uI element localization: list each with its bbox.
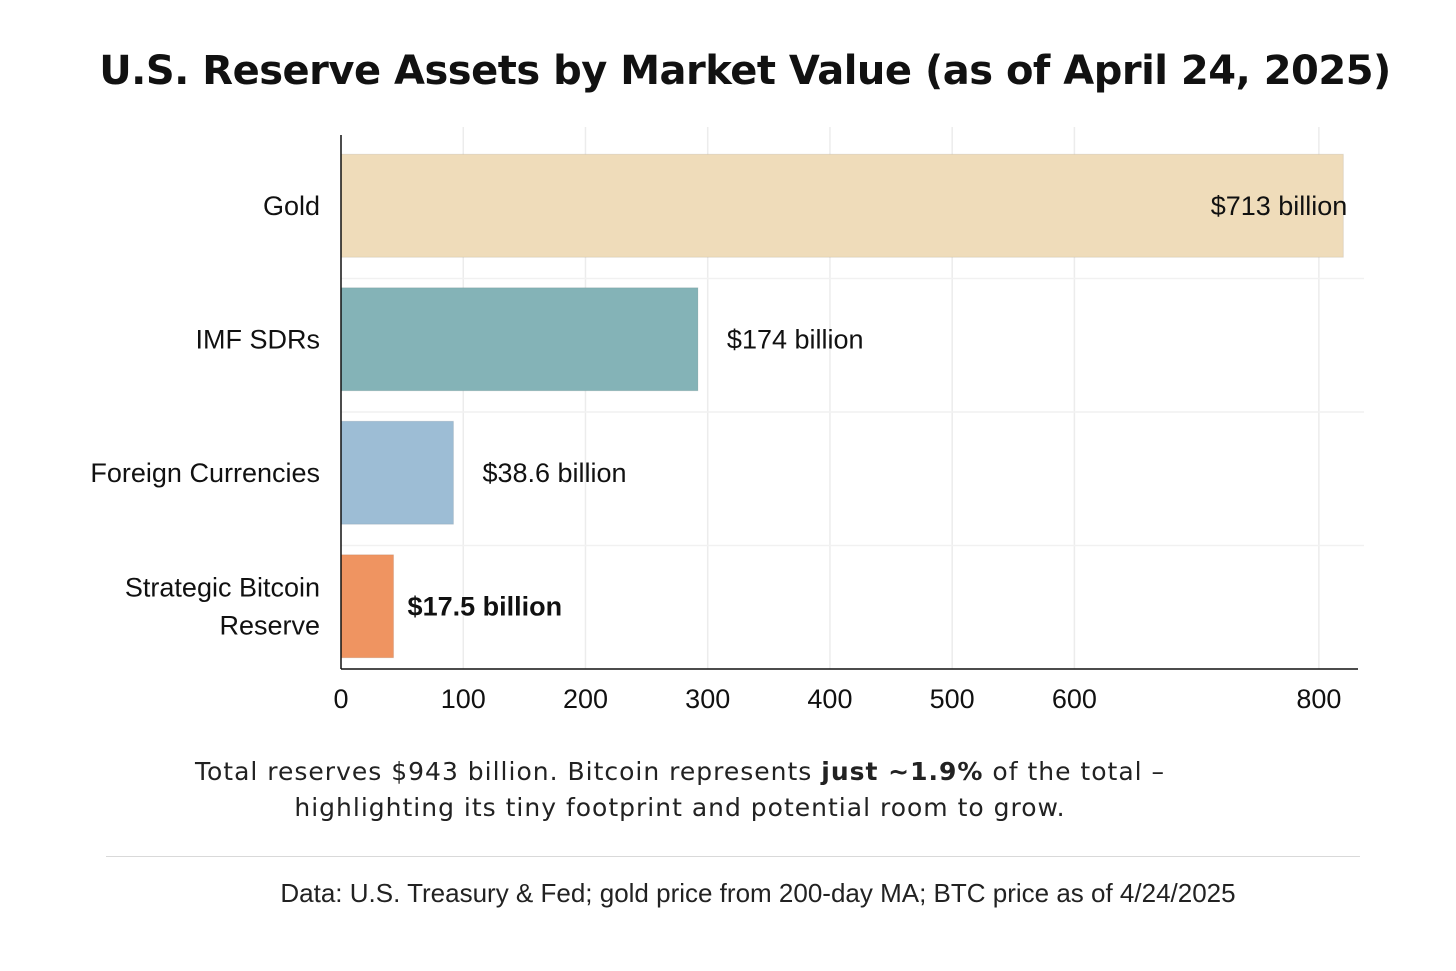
data-label: $17.5 billion xyxy=(408,591,563,621)
caption-highlight: just ~1.9% xyxy=(821,757,984,786)
divider xyxy=(106,856,1360,857)
x-tick-label: 800 xyxy=(1296,684,1341,714)
chart-title: U.S. Reserve Assets by Market Value (as … xyxy=(99,48,1391,94)
labels: 0 100 200 300 400 500 600 800 Gold $713 billion IM… xyxy=(90,191,1347,714)
data-label: $38.6 billion xyxy=(482,458,626,488)
caption-line-1: Total reserves $943 billion. Bitcoin rep… xyxy=(130,754,1230,790)
category-label: Strategic Bitcoin xyxy=(125,572,320,602)
bars xyxy=(340,153,1344,659)
bar xyxy=(340,420,454,525)
x-tick-label: 400 xyxy=(807,684,852,714)
axes xyxy=(340,135,1358,670)
bar xyxy=(340,153,1344,258)
x-tick-label: 200 xyxy=(563,684,608,714)
caption-text-end: of the total – xyxy=(983,757,1166,786)
caption-line-2: highlighting its tiny footprint and pote… xyxy=(294,793,1066,822)
x-tick-label: 300 xyxy=(685,684,730,714)
x-tick-label: 500 xyxy=(930,684,975,714)
category-label: Foreign Currencies xyxy=(90,458,320,488)
chart-caption: Total reserves $943 billion. Bitcoin rep… xyxy=(130,754,1230,826)
category-label: IMF SDRs xyxy=(196,324,321,354)
category-label: Gold xyxy=(263,191,320,221)
source-note: Data: U.S. Treasury & Fed; gold price fr… xyxy=(280,878,1236,908)
bar xyxy=(340,287,699,392)
x-tick-label: 0 xyxy=(333,684,348,714)
bar xyxy=(340,554,395,659)
x-tick-label: 600 xyxy=(1052,684,1097,714)
category-label: Reserve xyxy=(219,610,320,640)
data-label: $713 billion xyxy=(1211,191,1348,221)
bar-chart: 0 100 200 300 400 500 600 800 Gold $713 billion IM… xyxy=(90,127,1364,714)
x-tick-label: 100 xyxy=(441,684,486,714)
data-label: $174 billion xyxy=(727,324,864,354)
caption-text-start: Total reserves $943 billion. Bitcoin rep… xyxy=(194,757,822,786)
